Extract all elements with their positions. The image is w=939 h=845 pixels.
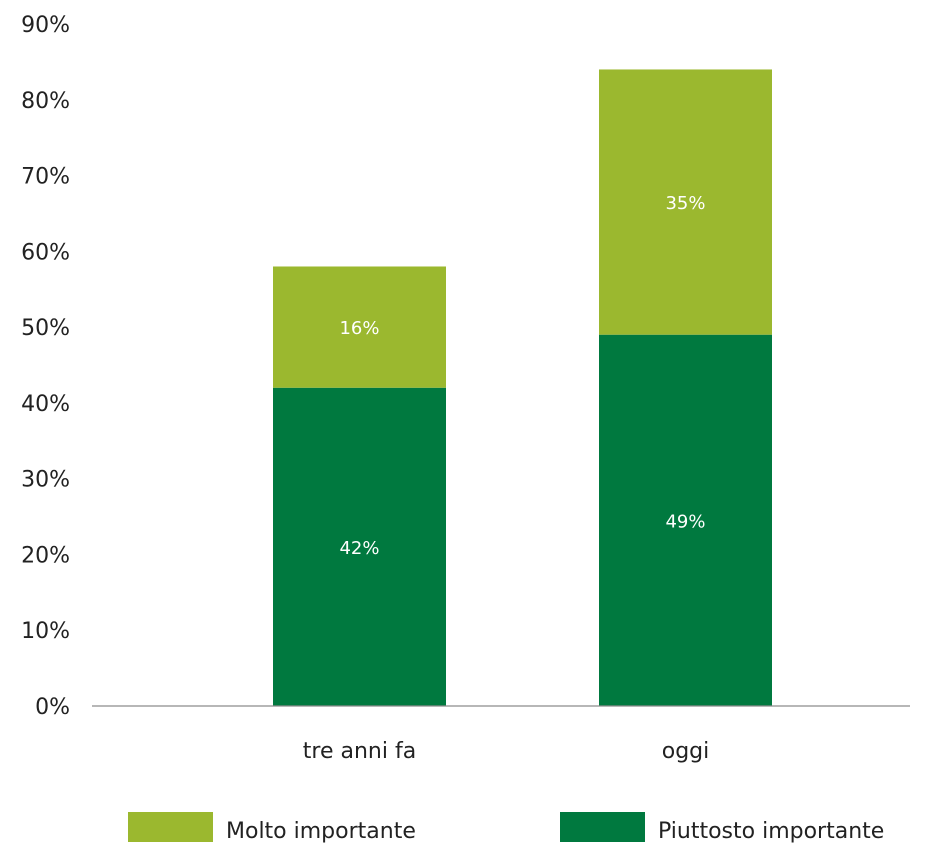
data-label: 42% bbox=[339, 538, 379, 559]
y-tick-label: 60% bbox=[21, 240, 70, 265]
data-label: 49% bbox=[665, 511, 705, 532]
y-tick-label: 80% bbox=[21, 89, 70, 114]
bar-segment bbox=[273, 387, 446, 706]
bar-segment bbox=[599, 69, 772, 335]
x-category-label: oggi bbox=[662, 739, 710, 764]
bar-segment bbox=[273, 266, 446, 388]
y-tick-label: 90% bbox=[21, 13, 70, 38]
legend-swatch bbox=[128, 812, 213, 842]
bar-segment bbox=[599, 334, 772, 706]
legend-label: Piuttosto importante bbox=[658, 819, 884, 844]
legend-label: Molto importante bbox=[226, 819, 416, 844]
y-tick-label: 10% bbox=[21, 619, 70, 644]
data-label: 35% bbox=[665, 193, 705, 214]
data-label: 16% bbox=[339, 318, 379, 339]
y-tick-label: 40% bbox=[21, 392, 70, 417]
y-tick-label: 0% bbox=[35, 695, 70, 720]
legend-swatch bbox=[560, 812, 645, 842]
y-tick-label: 30% bbox=[21, 468, 70, 493]
y-tick-label: 70% bbox=[21, 165, 70, 190]
y-tick-label: 20% bbox=[21, 543, 70, 568]
y-tick-label: 50% bbox=[21, 316, 70, 341]
x-category-label: tre anni fa bbox=[303, 739, 416, 764]
